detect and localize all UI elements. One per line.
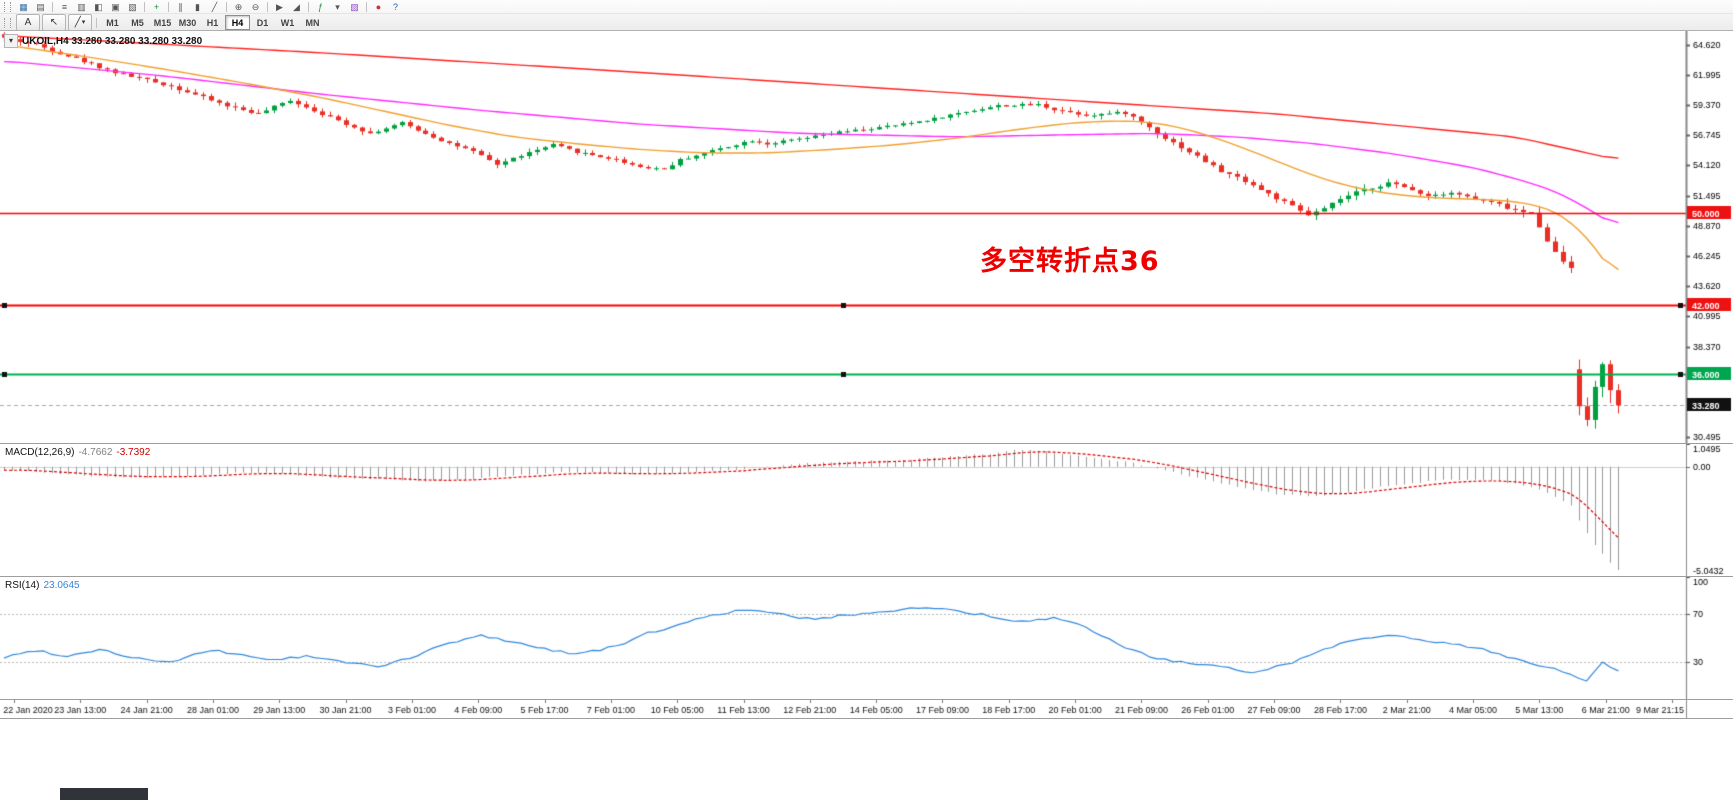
background-window-fragment <box>60 788 148 800</box>
zoom-in-icon[interactable]: ⊕ <box>234 1 243 12</box>
macd-canvas[interactable] <box>0 444 1733 576</box>
new-order-icon[interactable]: + <box>153 1 160 12</box>
chart-symbol-label: ▾ UKOIL,H4 33.280 33.280 33.280 33.280 <box>4 34 202 48</box>
toolbar-separator <box>366 1 367 12</box>
rsi-indicator-panel: RSI(14) 23.0645 <box>0 577 1733 700</box>
rsi-label: RSI(14) 23.0645 <box>5 580 80 591</box>
timeframe-h4-button[interactable]: H4 <box>225 15 250 30</box>
toolbar-separator <box>144 1 145 12</box>
chart-dropdown-icon[interactable]: ▾ <box>4 34 18 48</box>
timeframe-m15-button[interactable]: M15 <box>153 18 172 28</box>
navigator-icon[interactable]: ◧ <box>94 1 103 12</box>
rsi-value: 23.0645 <box>43 580 80 591</box>
macd-main-value: -4.7662 <box>78 447 113 458</box>
chart-shift-icon[interactable]: ◢ <box>293 1 300 12</box>
timeframe-d1-button[interactable]: D1 <box>256 18 269 28</box>
periods-dropdown-icon[interactable]: ▾ <box>335 1 340 12</box>
timeframe-m1-button[interactable]: M1 <box>106 18 119 28</box>
data-window-icon[interactable]: ▥ <box>77 1 86 12</box>
dropdown-caret-icon: ▾ <box>81 18 86 26</box>
toolbar-row-standard: ▦ ▤ ≡ ▥ ◧ ▣ ▧ + ∥ ▮ ╱ ⊕ ⊖ ▶ ◢ ƒ ▾ ▨ ●? <box>0 0 1733 14</box>
toolbar-grip <box>4 1 11 12</box>
bars-chart-icon[interactable]: ∥ <box>178 1 183 12</box>
toolbar-separator <box>96 17 97 28</box>
alert-icon[interactable]: ● <box>375 1 382 12</box>
text-label-tool[interactable]: A <box>16 14 40 31</box>
auto-scroll-icon[interactable]: ▶ <box>276 1 283 12</box>
toolbar-row-periods: A ↖ ╱ ▾ M1 M5 M15 M30 H1 H4 D1 W1 MN <box>0 14 1733 31</box>
help-icon[interactable]: ? <box>392 1 398 12</box>
macd-label: MACD(12,26,9) -4.7662 -3.7392 <box>5 447 150 458</box>
timeframe-m30-button[interactable]: M30 <box>178 18 197 28</box>
toolbar-separator <box>168 1 169 12</box>
chart-annotation-text: 多空转折点36 <box>980 246 1160 277</box>
macd-name-label: MACD(12,26,9) <box>5 447 75 458</box>
toolbar-separator <box>267 1 268 12</box>
rsi-canvas[interactable] <box>0 577 1733 699</box>
main-chart-canvas[interactable] <box>0 31 1733 443</box>
templates-icon[interactable]: ▨ <box>350 1 359 12</box>
market-watch-icon[interactable]: ≡ <box>61 1 68 12</box>
timeframe-h1-button[interactable]: H1 <box>206 18 219 28</box>
macd-signal-value: -3.7392 <box>116 447 151 458</box>
time-axis-bar <box>0 700 1733 719</box>
toolbar-separator <box>226 1 227 12</box>
desktop-background <box>0 719 1733 800</box>
main-chart-panel: ▾ UKOIL,H4 33.280 33.280 33.280 33.280 多… <box>0 31 1733 444</box>
zoom-out-icon[interactable]: ⊖ <box>251 1 260 12</box>
indicators-icon[interactable]: ƒ <box>317 1 323 12</box>
chart-profiles-icon[interactable]: ▤ <box>36 1 45 12</box>
ohlc-text: UKOIL,H4 33.280 33.280 33.280 33.280 <box>22 35 203 47</box>
arrow-cursor-tool[interactable]: ↖ <box>42 14 66 31</box>
terminal-icon[interactable]: ▣ <box>111 1 120 12</box>
strategy-tester-icon[interactable]: ▧ <box>128 1 137 12</box>
rsi-name-label: RSI(14) <box>5 580 40 591</box>
line-chart-icon[interactable]: ╱ <box>211 1 218 12</box>
candlestick-chart-icon[interactable]: ▮ <box>195 1 200 12</box>
toolbar-separator <box>52 1 53 12</box>
timeframe-m5-button[interactable]: M5 <box>131 18 144 28</box>
toolbar: ▦ ▤ ≡ ▥ ◧ ▣ ▧ + ∥ ▮ ╱ ⊕ ⊖ ▶ ◢ ƒ ▾ ▨ ●? A ↖ ╱ ▾ M1 M5 M15 M30 H1 H4 D… <box>0 0 1733 31</box>
new-chart-icon[interactable]: ▦ <box>19 1 28 12</box>
toolbar-grip <box>4 17 11 28</box>
macd-indicator-panel: MACD(12,26,9) -4.7662 -3.7392 <box>0 444 1733 577</box>
timeframe-w1-button[interactable]: W1 <box>280 18 295 28</box>
line-objects-dropdown[interactable]: ╱ ▾ <box>68 14 92 31</box>
timeframe-mn-button[interactable]: MN <box>305 18 320 28</box>
time-axis-canvas[interactable] <box>0 700 1733 718</box>
toolbar-separator <box>308 1 309 12</box>
